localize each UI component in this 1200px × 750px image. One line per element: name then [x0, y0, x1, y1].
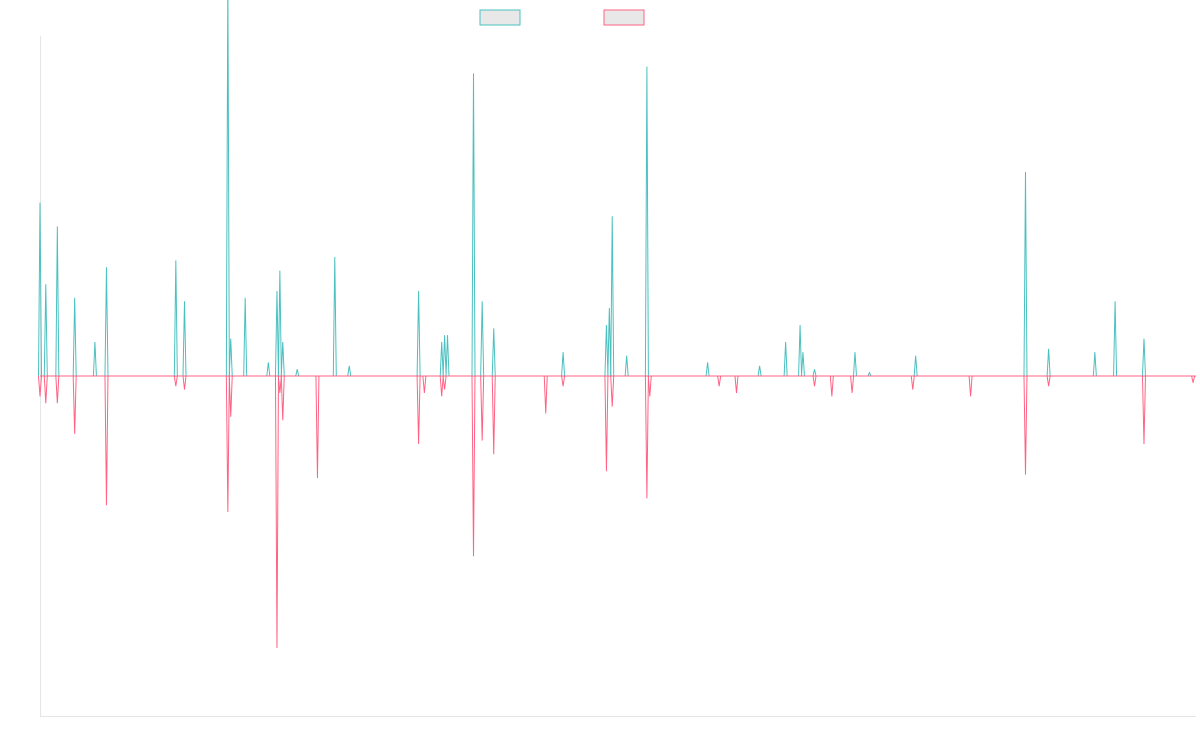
legend-swatch-series-1[interactable] — [479, 9, 521, 26]
data-point-2-36[interactable] — [1141, 375, 1146, 445]
data-point-2-5[interactable] — [104, 375, 109, 506]
data-point-1-42[interactable] — [1046, 348, 1051, 377]
data-point-2-18[interactable] — [471, 375, 476, 557]
series-1 — [38, 0, 1196, 377]
data-point-1-12[interactable] — [266, 362, 271, 377]
data-point-2-35[interactable] — [1046, 375, 1051, 387]
data-point-1-18[interactable] — [347, 365, 352, 377]
data-point-2-14[interactable] — [416, 375, 421, 445]
data-point-1-1[interactable] — [38, 202, 42, 377]
data-point-2-7[interactable] — [182, 375, 187, 390]
data-point-1-23[interactable] — [471, 73, 476, 377]
data-point-1-28[interactable] — [607, 307, 612, 377]
data-point-2-15[interactable] — [422, 375, 427, 394]
data-point-1-2[interactable] — [43, 284, 48, 377]
data-point-1-43[interactable] — [1092, 352, 1097, 377]
data-point-2-29[interactable] — [812, 375, 817, 387]
data-point-1-19[interactable] — [416, 290, 421, 377]
data-point-1-30[interactable] — [624, 355, 629, 377]
data-point-1-15[interactable] — [280, 341, 285, 377]
data-point-1-25[interactable] — [491, 328, 496, 377]
data-point-1-39[interactable] — [867, 371, 872, 377]
data-point-1-36[interactable] — [800, 352, 805, 377]
data-point-2-22[interactable] — [561, 375, 566, 387]
data-point-2-31[interactable] — [850, 375, 855, 394]
data-point-1-20[interactable] — [439, 341, 444, 377]
data-point-1-35[interactable] — [798, 324, 803, 377]
data-point-2-4[interactable] — [72, 375, 77, 434]
data-point-2-12[interactable] — [280, 375, 285, 421]
data-point-1-41[interactable] — [1023, 171, 1028, 377]
data-point-2-21[interactable] — [543, 375, 548, 414]
data-point-2-28[interactable] — [734, 375, 739, 394]
data-point-2-32[interactable] — [910, 375, 915, 390]
data-point-1-45[interactable] — [1141, 338, 1146, 377]
data-point-1-14[interactable] — [277, 270, 282, 377]
data-point-1-27[interactable] — [604, 324, 609, 377]
data-point-1-17[interactable] — [332, 256, 337, 377]
data-point-2-1[interactable] — [38, 375, 42, 397]
data-point-1-24[interactable] — [480, 301, 485, 377]
data-point-2-37[interactable] — [1191, 375, 1196, 383]
data-point-2-34[interactable] — [1023, 375, 1028, 475]
data-point-1-26[interactable] — [561, 352, 566, 377]
data-point-2-9[interactable] — [228, 375, 233, 417]
data-point-1-7[interactable] — [173, 260, 178, 377]
data-point-1-31[interactable] — [644, 66, 649, 377]
data-point-2-19[interactable] — [480, 375, 485, 441]
data-point-2-11[interactable] — [277, 375, 282, 394]
series-2 — [38, 375, 1196, 649]
data-point-2-33[interactable] — [968, 375, 973, 397]
data-point-1-6[interactable] — [104, 267, 109, 377]
data-point-2-26[interactable] — [647, 375, 652, 397]
data-point-2-30[interactable] — [829, 375, 834, 397]
data-point-1-3[interactable] — [55, 226, 60, 377]
data-point-2-2[interactable] — [43, 375, 48, 404]
data-point-1-5[interactable] — [92, 341, 97, 377]
data-point-2-16[interactable] — [439, 375, 444, 397]
data-point-1-11[interactable] — [243, 297, 248, 377]
data-point-1-34[interactable] — [783, 341, 788, 377]
plot-area — [38, 0, 1196, 649]
data-point-1-38[interactable] — [852, 352, 857, 377]
data-point-1-40[interactable] — [913, 355, 918, 377]
data-point-2-13[interactable] — [315, 375, 320, 479]
data-point-1-8[interactable] — [182, 301, 187, 377]
data-point-1-44[interactable] — [1113, 301, 1118, 377]
data-point-2-8[interactable] — [225, 375, 230, 513]
data-point-2-23[interactable] — [604, 375, 609, 472]
legend-swatch-series-2[interactable] — [603, 9, 645, 26]
data-point-1-9[interactable] — [225, 0, 230, 377]
data-point-1-10[interactable] — [228, 338, 233, 377]
data-point-2-27[interactable] — [717, 375, 722, 387]
data-point-1-32[interactable] — [705, 362, 710, 377]
data-point-2-24[interactable] — [610, 375, 615, 407]
data-point-2-6[interactable] — [173, 375, 178, 387]
legend — [479, 9, 645, 26]
data-point-1-29[interactable] — [610, 216, 615, 377]
data-point-2-17[interactable] — [442, 375, 447, 390]
data-point-2-20[interactable] — [491, 375, 496, 455]
data-point-1-13[interactable] — [274, 290, 279, 377]
data-point-1-33[interactable] — [757, 365, 762, 377]
data-point-1-16[interactable] — [295, 369, 300, 377]
data-point-1-4[interactable] — [72, 297, 77, 377]
data-point-2-10[interactable] — [274, 375, 279, 649]
data-point-1-21[interactable] — [442, 335, 447, 377]
data-point-1-22[interactable] — [445, 335, 450, 377]
data-point-2-25[interactable] — [644, 375, 649, 499]
data-point-1-37[interactable] — [812, 369, 817, 377]
data-point-2-3[interactable] — [55, 375, 60, 404]
